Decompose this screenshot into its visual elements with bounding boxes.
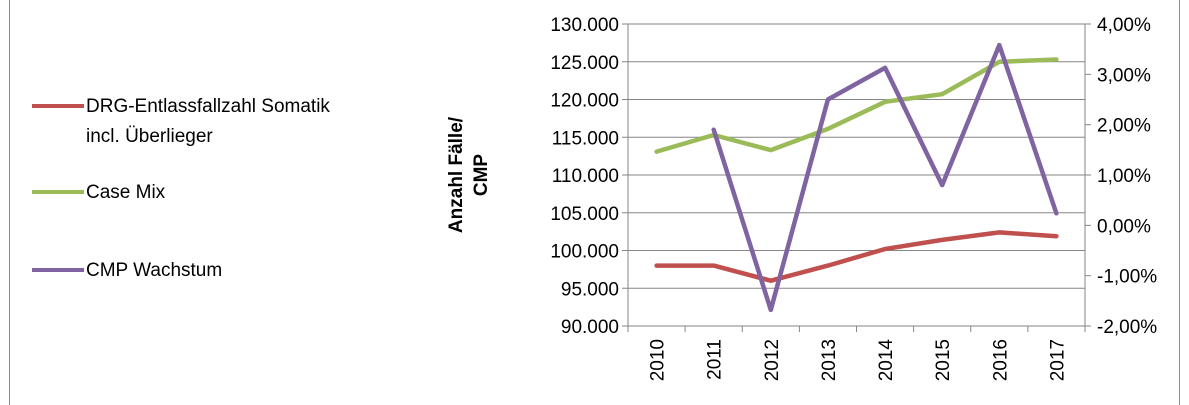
legend-label-drg: DRG-Entlassfallzahl Somatik incl. Überli… <box>86 96 330 147</box>
y-left-tick-label: 125.000 <box>550 53 619 74</box>
y-left-tick-label: 115.000 <box>552 128 619 149</box>
x-tick-label: 2015 <box>933 339 954 381</box>
legend-item-cmp-wachstum: CMP Wachstum <box>32 256 222 286</box>
x-tick-label: 2012 <box>762 339 783 381</box>
y-right-tick-label: -2,00% <box>1097 317 1157 338</box>
y-left-tick-label: 130.000 <box>550 15 619 36</box>
chart-legend: DRG-Entlassfallzahl Somatik incl. Überli… <box>0 0 420 405</box>
y-left-tick-label: 120.000 <box>550 91 619 112</box>
y-axis-title-line: CMP <box>471 154 492 197</box>
y-right-tick-label: -1,00% <box>1097 267 1157 288</box>
y-right-tick-label: 3,00% <box>1097 65 1151 86</box>
x-tick-label: 2017 <box>1047 339 1068 381</box>
y-axis-title-line: Anzahl Fälle/ <box>446 116 467 233</box>
y-right-tick-label: 4,00% <box>1097 15 1151 36</box>
series-line-2 <box>711 42 1059 313</box>
y-left-tick-label: 90.000 <box>561 317 619 338</box>
x-tick-label: 2016 <box>990 339 1011 381</box>
legend-item-drg: DRG-Entlassfallzahl Somatik incl. Überli… <box>32 92 330 152</box>
axes <box>622 23 1091 332</box>
x-tick-label: 2010 <box>648 339 669 381</box>
x-tick-label: 2011 <box>705 339 726 380</box>
axis-labels: 90.000 95.000 100.000 105.000 110.000 115.000… <box>446 15 1157 381</box>
legend-swatch-cmp-wachstum <box>32 268 84 272</box>
y-right-tick-label: 0,00% <box>1097 216 1151 237</box>
x-tick-label: 2014 <box>876 339 897 382</box>
series-line-0 <box>654 230 1059 283</box>
legend-label-case-mix: Case Mix <box>86 182 166 203</box>
y-left-tick-label: 100.000 <box>550 242 619 263</box>
legend-item-case-mix: Case Mix <box>32 178 165 208</box>
series-lines <box>654 42 1059 313</box>
y-right-tick-label: 2,00% <box>1097 116 1151 137</box>
gridlines <box>628 23 1085 327</box>
chart-frame-right-border <box>1179 0 1180 405</box>
x-tick-label: 2013 <box>819 339 840 381</box>
y-left-tick-label: 95.000 <box>561 279 619 300</box>
y-axis-title: Anzahl Fälle/CMP <box>446 116 492 233</box>
y-left-tick-label: 110.000 <box>552 166 619 187</box>
legend-label-cmp-wachstum: CMP Wachstum <box>86 260 223 281</box>
y-left-tick-label: 105.000 <box>550 204 619 225</box>
legend-swatch-case-mix <box>32 190 84 194</box>
y-right-tick-label: 1,00% <box>1097 166 1151 187</box>
chart-frame-left-border <box>9 0 10 405</box>
legend-swatch-drg <box>32 104 84 108</box>
